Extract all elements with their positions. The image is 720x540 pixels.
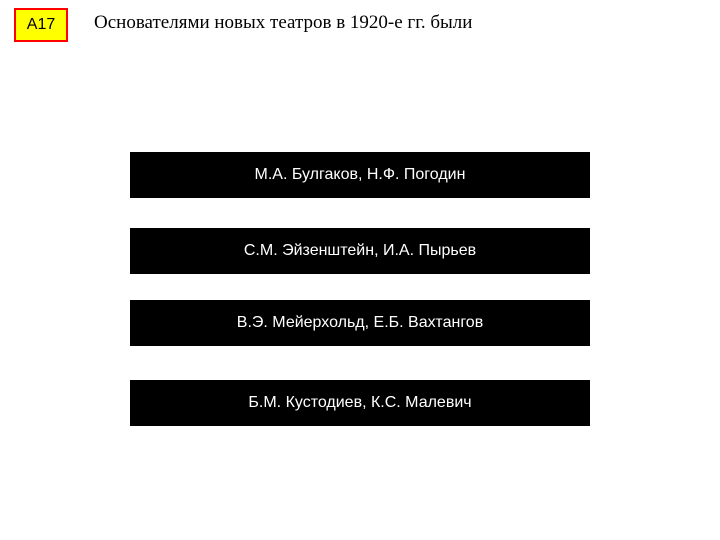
option-1[interactable]: М.А. Булгаков, Н.Ф. Погодин bbox=[130, 152, 590, 198]
option-label: С.М. Эйзенштейн, И.А. Пырьев bbox=[244, 242, 476, 260]
option-label: В.Э. Мейерхольд, Е.Б. Вахтангов bbox=[237, 314, 483, 332]
option-label: М.А. Булгаков, Н.Ф. Погодин bbox=[255, 166, 466, 184]
question-text: Основателями новых театров в 1920-е гг. … bbox=[94, 12, 472, 34]
option-2[interactable]: С.М. Эйзенштейн, И.А. Пырьев bbox=[130, 228, 590, 274]
question-number-label: А17 bbox=[27, 16, 55, 34]
options-container: М.А. Булгаков, Н.Ф. Погодин С.М. Эйзеншт… bbox=[130, 152, 590, 456]
option-label: Б.М. Кустодиев, К.С. Малевич bbox=[248, 394, 471, 412]
option-4[interactable]: Б.М. Кустодиев, К.С. Малевич bbox=[130, 380, 590, 426]
option-3[interactable]: В.Э. Мейерхольд, Е.Б. Вахтангов bbox=[130, 300, 590, 346]
question-number-badge: А17 bbox=[14, 8, 68, 42]
